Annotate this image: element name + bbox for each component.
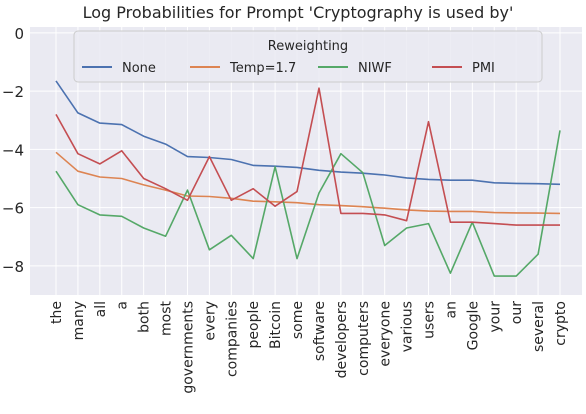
x-tick-label: various <box>400 301 416 352</box>
y-tick-label: −6 <box>2 200 24 218</box>
x-tick-label: a <box>115 301 131 310</box>
y-tick-label: −2 <box>2 83 24 101</box>
x-axis: the many all a both most governments every compa… <box>49 301 569 394</box>
x-tick-label: our <box>509 301 525 324</box>
x-tick-label: companies <box>224 301 240 377</box>
y-tick-label: 0 <box>14 25 24 43</box>
series-line-niwf <box>55 130 561 277</box>
x-tick-label: the <box>49 301 65 324</box>
series-line-none <box>55 80 561 186</box>
x-tick-label: many <box>71 301 87 340</box>
x-tick-label: developers <box>334 301 350 378</box>
x-tick-label: people <box>246 301 262 348</box>
y-axis: 0 −2 −4 −6 −8 <box>2 25 24 276</box>
x-tick-label: several <box>531 301 547 352</box>
legend-label: None <box>122 61 156 76</box>
x-tick-label: an <box>443 301 459 318</box>
series-line-temp-1-7 <box>55 151 561 215</box>
legend-label: NIWF <box>358 61 392 76</box>
y-tick-label: −4 <box>2 141 24 159</box>
series-lines <box>55 80 561 277</box>
legend-box <box>73 30 543 83</box>
x-tick-label: users <box>422 301 438 339</box>
legend-title: Reweighting <box>268 39 348 54</box>
legend: Reweighting None Temp=1.7 NIWF PMI <box>73 30 543 83</box>
x-tick-label: both <box>137 301 153 333</box>
x-tick-label: some <box>290 301 306 339</box>
x-tick-label: software <box>312 301 328 361</box>
x-tick-label: crypto <box>553 301 569 346</box>
series-line-pmi <box>55 87 560 226</box>
x-tick-label: Bitcoin <box>268 301 284 349</box>
x-tick-label: governments <box>180 301 196 394</box>
x-tick-label: your <box>487 301 503 333</box>
x-tick-label: every <box>202 301 218 341</box>
chart-title: Log Probabilities for Prompt 'Cryptograp… <box>83 3 514 22</box>
x-tick-label: Google <box>465 301 481 350</box>
x-tick-label: everyone <box>378 301 394 367</box>
legend-label: Temp=1.7 <box>229 61 296 76</box>
x-tick-label: all <box>93 301 109 317</box>
legend-label: PMI <box>472 61 495 76</box>
y-tick-label: −8 <box>2 258 24 276</box>
x-tick-label: most <box>159 301 175 336</box>
x-tick-label: computers <box>356 301 372 376</box>
